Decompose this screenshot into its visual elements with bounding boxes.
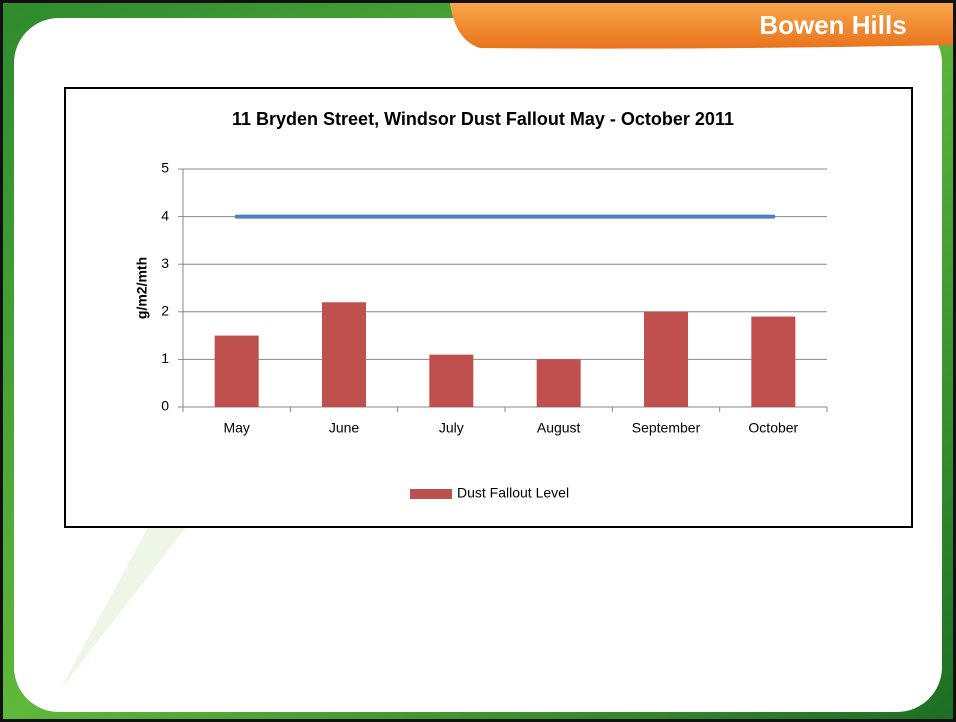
legend-label: Dust Fallout Level xyxy=(457,485,569,501)
x-tick-label: June xyxy=(329,420,360,436)
legend-swatch xyxy=(410,489,452,499)
y-tick-label: 4 xyxy=(161,207,169,223)
header-title: Bowen Hills xyxy=(759,10,906,40)
y-tick-label: 0 xyxy=(161,398,169,414)
chart: 11 Bryden Street, Windsor Dust Fallout M… xyxy=(134,109,828,501)
bar xyxy=(751,316,796,407)
bar xyxy=(536,359,581,407)
y-tick-label: 2 xyxy=(161,303,169,319)
bar xyxy=(214,335,259,407)
header-tab xyxy=(450,3,953,49)
y-tick-label: 3 xyxy=(161,255,169,271)
x-tick-label: September xyxy=(632,420,701,436)
x-tick-label: July xyxy=(439,420,464,436)
chart-box xyxy=(64,87,913,528)
y-tick-label: 5 xyxy=(161,160,169,176)
bar xyxy=(643,311,689,407)
bar xyxy=(321,302,367,407)
bar xyxy=(429,354,474,407)
x-tick-label: October xyxy=(748,420,798,436)
chart-title: 11 Bryden Street, Windsor Dust Fallout M… xyxy=(232,109,734,129)
x-tick-label: May xyxy=(223,420,249,436)
x-tick-label: August xyxy=(537,420,581,436)
y-axis-label: g/m2/mth xyxy=(134,257,150,319)
y-tick-label: 1 xyxy=(161,350,169,366)
